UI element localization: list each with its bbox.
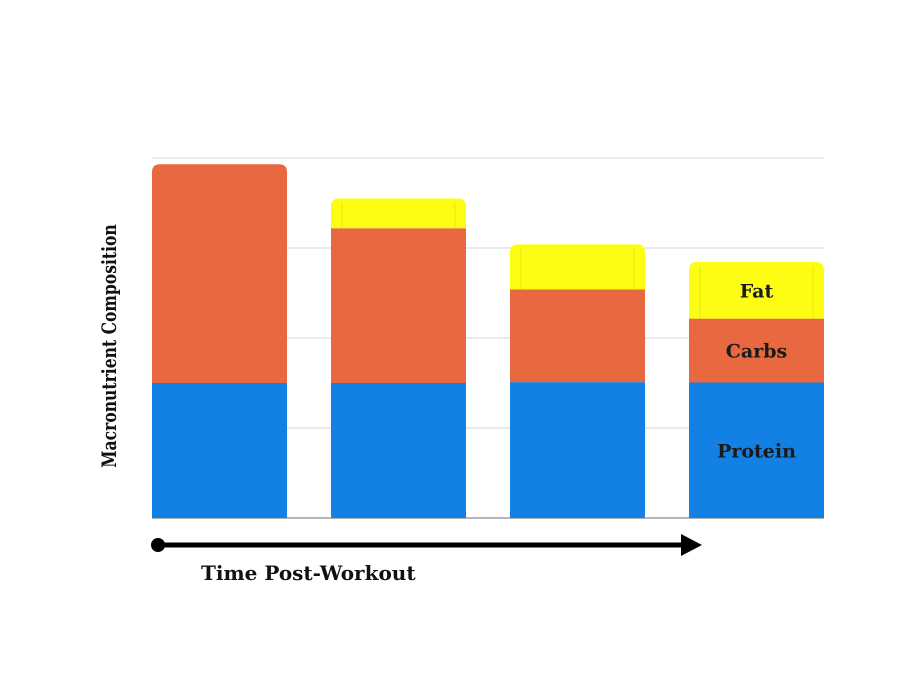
bar-segment-protein <box>152 383 287 518</box>
x-axis-label: Time Post-Workout <box>201 561 416 585</box>
bar-segment-fat <box>510 244 645 290</box>
series-label-carbs: Carbs <box>726 341 787 363</box>
series-labels: Protein Carbs Fat <box>717 280 796 462</box>
bar-segment-protein <box>331 383 466 518</box>
x-axis <box>151 534 702 556</box>
bar-segment-carbs <box>689 318 824 383</box>
series-label-protein: Protein <box>717 440 796 462</box>
bar-segment-protein <box>510 382 645 518</box>
y-axis-label: Macronutrient Composition <box>98 224 121 467</box>
bar-segment-carbs <box>152 164 287 383</box>
bar-segment-carbs <box>331 228 466 383</box>
series-label-fat: Fat <box>740 280 774 302</box>
bar-segment-carbs <box>510 289 645 383</box>
bar-segment-protein <box>689 382 824 518</box>
bars <box>152 164 824 518</box>
bar-segment-fat <box>689 261 824 319</box>
arrow-right-icon <box>681 534 702 556</box>
bar-segment-fat <box>331 198 466 229</box>
